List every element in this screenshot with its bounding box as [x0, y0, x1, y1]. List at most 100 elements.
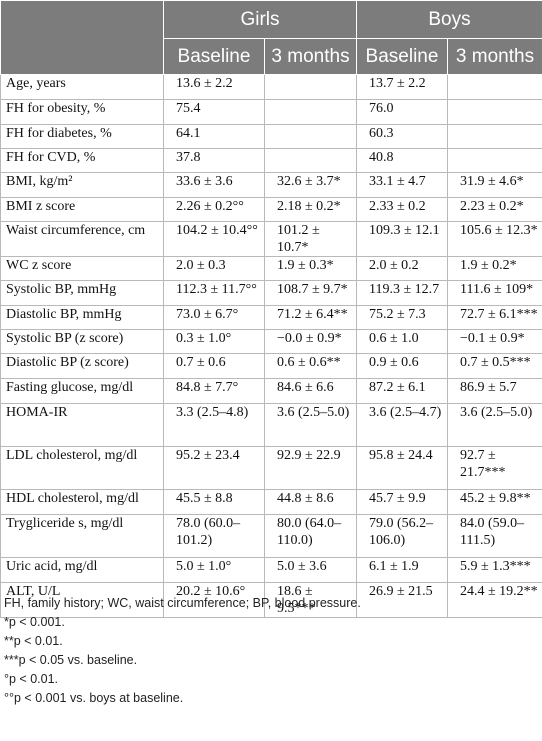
table-cell: 5.9 ± 1.3***	[447, 557, 542, 583]
table-cell: 104.2 ± 10.4°°	[163, 221, 265, 257]
row-label: Trygliceride s, mg/dl	[0, 514, 164, 558]
row-label: HDL cholesterol, mg/dl	[0, 489, 164, 515]
table-cell: 86.9 ± 5.7	[447, 378, 542, 404]
header-boys-3-months: 3 months	[447, 38, 542, 75]
row-label: BMI, kg/m²	[0, 172, 164, 198]
table-cell: 84.8 ± 7.7°	[163, 378, 265, 404]
header-girls-3-months: 3 months	[264, 38, 357, 75]
row-label: Systolic BP (z score)	[0, 329, 164, 354]
row-label: Waist circumference, cm	[0, 221, 164, 257]
table-cell: 95.8 ± 24.4	[356, 446, 448, 490]
header-group-girls: Girls	[163, 0, 357, 39]
table-cell: 1.9 ± 0.3*	[264, 256, 357, 281]
table-cell: 44.8 ± 8.6	[264, 489, 357, 515]
table-cell: 64.1	[163, 124, 265, 149]
row-label: Diastolic BP (z score)	[0, 353, 164, 379]
table-cell: 0.6 ± 1.0	[356, 329, 448, 354]
row-label: Uric acid, mg/dl	[0, 557, 164, 583]
table-cell: 45.7 ± 9.9	[356, 489, 448, 515]
table-cell: 3.6 (2.5–5.0)	[264, 403, 357, 447]
table-cell: 0.7 ± 0.6	[163, 353, 265, 379]
table-cell: 92.9 ± 22.9	[264, 446, 357, 490]
table-cell: 3.3 (2.5–4.8)	[163, 403, 265, 447]
table-cell: 6.1 ± 1.9	[356, 557, 448, 583]
footnote: ***p < 0.05 vs. baseline.	[4, 653, 138, 667]
table-cell: 75.4	[163, 99, 265, 125]
table-cell: −0.0 ± 0.9*	[264, 329, 357, 354]
table-row: HDL cholesterol, mg/dl 45.5 ± 8.8 44.8 ± 8…	[0, 489, 542, 515]
table-cell	[264, 99, 357, 125]
row-label: WC z score	[0, 256, 164, 281]
table-cell: 33.6 ± 3.6	[163, 172, 265, 198]
table-cell: 32.6 ± 3.7*	[264, 172, 357, 198]
table-cell: 2.0 ± 0.2	[356, 256, 448, 281]
header-boys-baseline: Baseline	[356, 38, 448, 75]
table-row: FH for CVD, % 37.8 40.8	[0, 148, 542, 173]
table-cell: 109.3 ± 12.1	[356, 221, 448, 257]
table-row: Diastolic BP (z score) 0.7 ± 0.6 0.6 ± 0.6…	[0, 353, 542, 379]
table-cell: 5.0 ± 1.0°	[163, 557, 265, 583]
table-cell: 92.7 ± 21.7***	[447, 446, 542, 490]
table-cell: 0.9 ± 0.6	[356, 353, 448, 379]
row-label: FH for diabetes, %	[0, 124, 164, 149]
row-label: Age, years	[0, 74, 164, 100]
header-group-boys: Boys	[356, 0, 542, 39]
table-cell: 1.9 ± 0.2*	[447, 256, 542, 281]
table-row: FH for diabetes, % 64.1 60.3	[0, 124, 542, 149]
table-cell: 37.8	[163, 148, 265, 173]
table-cell	[447, 148, 542, 173]
header-girls-baseline: Baseline	[163, 38, 265, 75]
table-cell: 87.2 ± 6.1	[356, 378, 448, 404]
table-cell: 0.3 ± 1.0°	[163, 329, 265, 354]
table-cell: 112.3 ± 11.7°°	[163, 280, 265, 306]
table-cell: 20.2 ± 10.6°	[163, 582, 265, 618]
table-row: Diastolic BP, mmHg 73.0 ± 6.7° 71.2 ± 6.4*…	[0, 305, 542, 330]
row-label: ALT, U/L	[0, 582, 164, 618]
table-cell: 101.2 ± 10.7*	[264, 221, 357, 257]
table-cell: 2.23 ± 0.2*	[447, 197, 542, 222]
table-cell: 45.5 ± 8.8	[163, 489, 265, 515]
table-cell: 2.0 ± 0.3	[163, 256, 265, 281]
table-row: Trygliceride s, mg/dl 78.0 (60.0–101.2) 80…	[0, 514, 542, 558]
row-label: Systolic BP, mmHg	[0, 280, 164, 306]
table-cell: 119.3 ± 12.7	[356, 280, 448, 306]
table-cell: 111.6 ± 109*	[447, 280, 542, 306]
table-cell: 95.2 ± 23.4	[163, 446, 265, 490]
table-cell: 0.6 ± 0.6**	[264, 353, 357, 379]
table-cell: 2.18 ± 0.2*	[264, 197, 357, 222]
table-cell: 26.9 ± 21.5	[356, 582, 448, 618]
table-cell	[264, 124, 357, 149]
table-row: BMI z score 2.26 ± 0.2°° 2.18 ± 0.2* 2.33 ±…	[0, 197, 542, 222]
footnote: *p < 0.001.	[4, 615, 65, 629]
table-row: BMI, kg/m² 33.6 ± 3.6 32.6 ± 3.7* 33.1 ± 4.…	[0, 172, 542, 198]
row-label: LDL cholesterol, mg/dl	[0, 446, 164, 490]
table-row: Systolic BP (z score) 0.3 ± 1.0° −0.0 ± 0.…	[0, 329, 542, 354]
row-label: BMI z score	[0, 197, 164, 222]
table-cell: 2.26 ± 0.2°°	[163, 197, 265, 222]
table-cell: 0.7 ± 0.5***	[447, 353, 542, 379]
table-body: Age, years 13.6 ± 2.2 13.7 ± 2.2 FH for obe…	[0, 74, 542, 618]
table-cell: 108.7 ± 9.7*	[264, 280, 357, 306]
footnote: °°p < 0.001 vs. boys at baseline.	[4, 691, 184, 705]
table-cell	[447, 74, 542, 100]
table-cell: 72.7 ± 6.1***	[447, 305, 542, 330]
table-cell	[447, 124, 542, 149]
table-row: Waist circumference, cm 104.2 ± 10.4°° 101…	[0, 221, 542, 257]
table-cell: 71.2 ± 6.4**	[264, 305, 357, 330]
table-cell: 76.0	[356, 99, 448, 125]
table-cell: 60.3	[356, 124, 448, 149]
table-row: LDL cholesterol, mg/dl 95.2 ± 23.4 92.9 ± …	[0, 446, 542, 490]
table-cell: 78.0 (60.0–101.2)	[163, 514, 265, 558]
row-label: FH for obesity, %	[0, 99, 164, 125]
table-cell: 40.8	[356, 148, 448, 173]
results-table: Girls Boys Baseline 3 months Baseline 3 …	[0, 0, 542, 618]
table-row: Systolic BP, mmHg 112.3 ± 11.7°° 108.7 ± 9…	[0, 280, 542, 306]
table-row: Fasting glucose, mg/dl 84.8 ± 7.7° 84.6 ± …	[0, 378, 542, 404]
table-cell: 2.33 ± 0.2	[356, 197, 448, 222]
table-row: HOMA-IR 3.3 (2.5–4.8) 3.6 (2.5–5.0) 3.6 (2.…	[0, 403, 542, 447]
footnote: °p < 0.01.	[4, 672, 58, 686]
table-cell: 13.7 ± 2.2	[356, 74, 448, 100]
table-row: Uric acid, mg/dl 5.0 ± 1.0° 5.0 ± 3.6 6.1 ±…	[0, 557, 542, 583]
table-cell	[264, 74, 357, 100]
header-corner	[0, 0, 164, 75]
